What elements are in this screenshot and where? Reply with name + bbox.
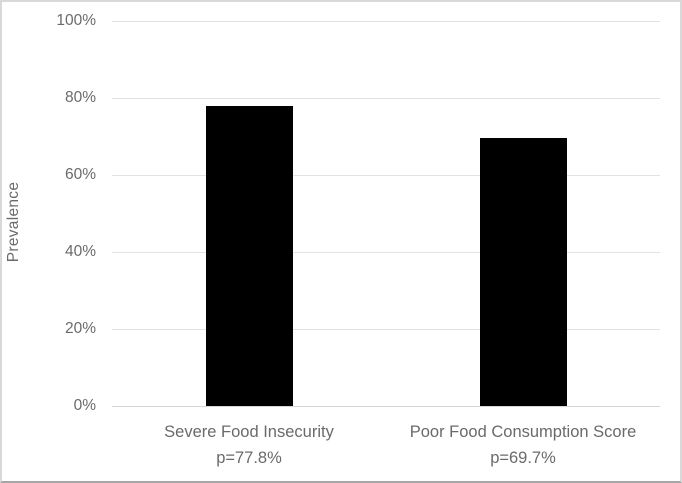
y-tick-label: 0% [73,397,96,414]
category-name: Poor Food Consumption Score [409,423,637,441]
bar-poor-food-consumption-score [479,137,567,406]
category-name: Severe Food Insecurity [164,423,334,441]
gridline-80pct [112,97,660,99]
gridline-40pct [112,251,660,253]
y-axis-title: Prevalence [5,181,22,263]
y-tick-label: 100% [56,12,96,29]
gridline-0pct [112,405,660,407]
y-tick-label: 20% [64,320,96,337]
gridline-60pct [112,174,660,176]
gridline-100pct [112,20,660,22]
y-tick-label: 60% [64,166,96,183]
x-category-label: Poor Food Consumption Score p=69.7% [373,419,673,471]
plot-area [112,20,660,407]
category-prevalence-value: p=69.7% [490,449,556,467]
gridline-20pct [112,328,660,330]
x-category-label: Severe Food Insecurity p=77.8% [99,419,399,471]
y-tick-label: 40% [64,243,96,260]
bar-severe-food-insecurity [205,106,293,406]
y-tick-label: 80% [64,89,96,106]
category-prevalence-value: p=77.8% [216,449,282,467]
